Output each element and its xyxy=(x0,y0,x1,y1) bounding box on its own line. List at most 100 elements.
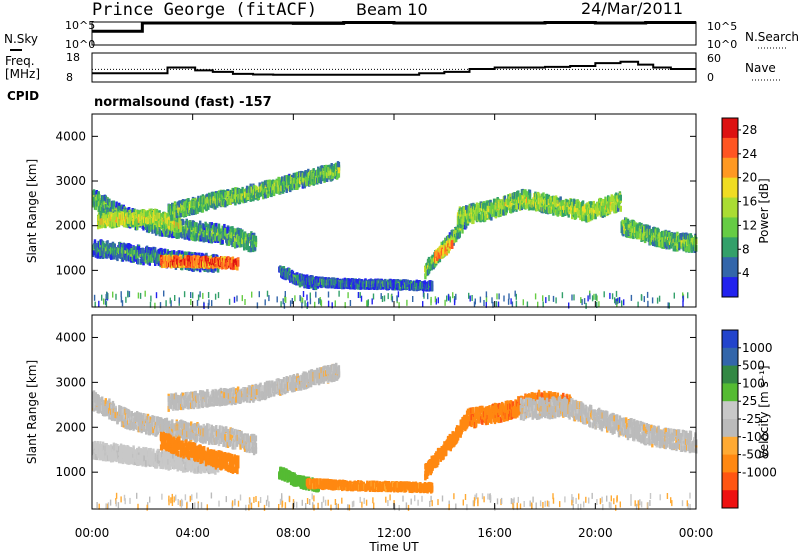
echo-cell xyxy=(490,202,493,209)
echo-cell xyxy=(234,199,237,206)
echo-cell xyxy=(216,231,220,238)
echo-cell xyxy=(465,217,468,224)
freq-line xyxy=(92,60,696,76)
echo-cell xyxy=(287,179,290,186)
echo-cell xyxy=(184,255,187,262)
echo-cell xyxy=(194,208,197,215)
echo-cell xyxy=(254,235,258,242)
echo-cell xyxy=(412,285,416,292)
echo-cell xyxy=(215,222,218,229)
echo-cell xyxy=(244,233,248,240)
echo-cell xyxy=(337,167,341,174)
echo-cell xyxy=(185,208,188,215)
echo-cell xyxy=(237,259,240,266)
echo-cell xyxy=(158,226,161,232)
echo-cell xyxy=(184,204,187,211)
echo-cell xyxy=(307,168,310,175)
echo-cell xyxy=(461,218,464,225)
echo-cell xyxy=(296,171,299,178)
echo-cell xyxy=(188,232,191,239)
echo-cell xyxy=(201,206,205,213)
noise-tick-right-high: 10^5 xyxy=(707,20,737,33)
freq-tick-high: 18 xyxy=(66,51,80,64)
echo-cell xyxy=(465,205,468,212)
echo-cell xyxy=(110,207,113,213)
echo-cell xyxy=(451,235,454,242)
echo-cell xyxy=(112,204,116,211)
echo-cell xyxy=(234,241,237,248)
echo-cell xyxy=(221,238,224,244)
echo-cell xyxy=(226,191,230,197)
echo-cell xyxy=(136,224,139,231)
echo-cell xyxy=(180,211,183,217)
echo-cell xyxy=(92,189,96,196)
echo-cell xyxy=(161,249,164,256)
station-title: Prince George (fitACF) xyxy=(92,0,317,20)
echo-cell xyxy=(442,248,445,255)
echo-cell xyxy=(136,258,140,265)
echo-cell xyxy=(212,229,215,236)
nave-label: Nave xyxy=(745,61,776,75)
echo-cell xyxy=(167,216,170,223)
cpid-label: CPID xyxy=(7,89,39,103)
echo-cell xyxy=(179,256,183,263)
echo-cell xyxy=(151,223,154,230)
power-plot-area xyxy=(92,161,698,309)
echo-cell xyxy=(179,226,182,232)
echo-cell xyxy=(202,236,205,243)
echo-cell xyxy=(192,209,196,215)
echo-cell xyxy=(106,202,109,209)
echo-cell xyxy=(171,250,174,257)
echo-cell xyxy=(264,185,268,192)
echo-cell xyxy=(132,218,135,225)
echo-cell xyxy=(517,190,520,197)
echo-cell xyxy=(560,200,563,207)
echo-cell xyxy=(231,196,234,203)
echo-cell xyxy=(109,202,112,209)
echo-cell xyxy=(326,176,329,182)
echo-cell xyxy=(463,206,466,213)
echo-cell xyxy=(490,214,493,221)
echo-cell xyxy=(217,223,221,230)
echo-cell xyxy=(181,219,185,226)
echo-cell xyxy=(318,174,322,181)
echo-cell xyxy=(280,180,283,187)
echo-cell xyxy=(212,192,215,198)
echo-cell xyxy=(112,200,116,207)
echo-cell xyxy=(552,209,555,216)
echo-cell xyxy=(199,205,202,212)
echo-cell xyxy=(330,163,333,169)
echo-cell xyxy=(118,202,121,209)
echo-cell xyxy=(487,205,490,212)
echo-cell xyxy=(122,242,125,249)
echo-cell xyxy=(544,197,547,204)
echo-cell xyxy=(486,212,489,219)
echo-cell xyxy=(520,202,524,209)
echo-cell xyxy=(239,228,242,235)
echo-cell xyxy=(281,176,284,183)
echo-cell xyxy=(186,233,189,240)
echo-cell xyxy=(161,230,164,237)
echo-cell xyxy=(553,206,556,213)
echo-cell xyxy=(183,233,187,240)
echo-cell xyxy=(512,205,515,212)
echo-cell xyxy=(253,244,257,251)
echo-cell xyxy=(166,213,169,220)
echo-cell xyxy=(322,168,325,175)
echo-region-4 xyxy=(97,208,182,233)
echo-cell xyxy=(509,193,512,200)
noise-tick-right-low: 10^0 xyxy=(707,38,737,51)
echo-cell xyxy=(118,205,121,212)
echo-cell xyxy=(198,201,201,208)
echo-cell xyxy=(453,236,456,243)
echo-cell xyxy=(226,227,230,233)
echo-cell xyxy=(458,231,461,238)
echo-cell xyxy=(204,231,207,238)
echo-cell xyxy=(293,182,296,188)
echo-cell xyxy=(125,244,128,251)
echo-cell xyxy=(195,222,198,229)
echo-region-7 xyxy=(305,275,434,292)
echo-cell xyxy=(117,251,120,258)
echo-cell xyxy=(468,215,471,222)
